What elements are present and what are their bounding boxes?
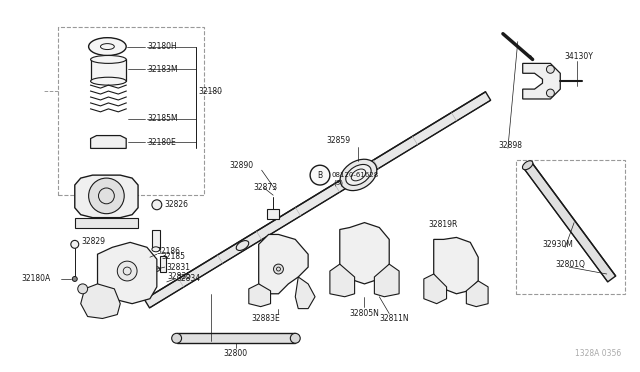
Circle shape <box>71 240 79 248</box>
Text: (3): (3) <box>334 180 344 186</box>
Ellipse shape <box>172 333 182 343</box>
Text: 32835: 32835 <box>168 272 192 282</box>
Ellipse shape <box>91 77 126 85</box>
Ellipse shape <box>236 241 249 250</box>
Text: 32819R: 32819R <box>429 220 458 229</box>
Text: B: B <box>317 171 323 180</box>
Text: 32805N: 32805N <box>349 309 380 318</box>
Text: 32180E: 32180E <box>147 138 176 147</box>
Text: 32829: 32829 <box>82 237 106 246</box>
Text: 32826: 32826 <box>164 200 189 209</box>
Ellipse shape <box>340 159 377 190</box>
Polygon shape <box>523 63 560 99</box>
Polygon shape <box>295 277 315 309</box>
Text: 32859: 32859 <box>326 136 351 145</box>
Text: 32185: 32185 <box>162 252 186 261</box>
Text: 32801Q: 32801Q <box>556 260 585 269</box>
Text: 32811N: 32811N <box>380 314 409 323</box>
Ellipse shape <box>152 247 160 252</box>
Circle shape <box>547 65 554 73</box>
Polygon shape <box>97 243 157 304</box>
Text: 32800: 32800 <box>224 349 248 357</box>
Polygon shape <box>259 234 308 294</box>
Polygon shape <box>75 218 138 228</box>
Text: 32185M: 32185M <box>147 114 177 123</box>
Ellipse shape <box>91 55 126 63</box>
Text: 32180: 32180 <box>198 87 222 96</box>
Text: 1328A 0356: 1328A 0356 <box>575 349 621 358</box>
Ellipse shape <box>152 267 160 272</box>
Bar <box>516 160 625 294</box>
Circle shape <box>72 276 77 282</box>
Circle shape <box>117 261 137 281</box>
Polygon shape <box>249 284 271 307</box>
Circle shape <box>152 200 162 210</box>
Text: 32930M: 32930M <box>543 240 573 249</box>
Bar <box>91 60 126 81</box>
Bar <box>58 27 204 195</box>
Text: 32831: 32831 <box>167 263 191 272</box>
Polygon shape <box>467 281 488 307</box>
Polygon shape <box>145 92 491 308</box>
Bar <box>160 256 166 272</box>
Text: 32180A: 32180A <box>21 275 51 283</box>
Bar <box>177 333 295 343</box>
Polygon shape <box>434 237 478 294</box>
Text: 32186: 32186 <box>157 247 181 256</box>
Text: 32180H: 32180H <box>147 42 177 51</box>
Polygon shape <box>330 264 355 297</box>
Circle shape <box>273 264 284 274</box>
Text: 08120-61628: 08120-61628 <box>332 172 379 178</box>
Ellipse shape <box>88 38 126 55</box>
Bar <box>152 230 160 249</box>
Text: 32834: 32834 <box>177 275 201 283</box>
Text: 32890: 32890 <box>229 161 253 170</box>
Text: 32183M: 32183M <box>147 65 177 74</box>
Circle shape <box>547 89 554 97</box>
Text: 32883E: 32883E <box>252 314 280 323</box>
Polygon shape <box>374 264 399 297</box>
Ellipse shape <box>346 164 371 185</box>
Circle shape <box>310 165 330 185</box>
Polygon shape <box>81 284 120 318</box>
Ellipse shape <box>291 333 300 343</box>
Polygon shape <box>75 175 138 218</box>
Polygon shape <box>524 162 616 282</box>
Circle shape <box>77 284 88 294</box>
Polygon shape <box>424 274 447 304</box>
Text: 32873: 32873 <box>253 183 278 192</box>
Polygon shape <box>340 222 389 284</box>
Text: 32898: 32898 <box>498 141 522 150</box>
Polygon shape <box>268 209 279 219</box>
Polygon shape <box>91 135 126 148</box>
Ellipse shape <box>522 161 533 170</box>
Circle shape <box>88 178 124 214</box>
Text: 34130Y: 34130Y <box>564 52 593 61</box>
